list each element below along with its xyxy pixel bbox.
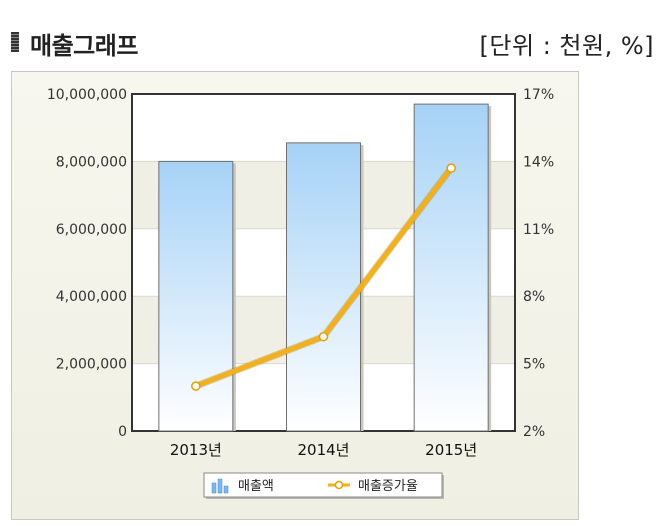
legend-label-line: 매출증가율 bbox=[358, 479, 418, 494]
legend-line-icon bbox=[334, 480, 344, 490]
chart-legend: 매출액 매출증가율 bbox=[203, 472, 444, 499]
line-point bbox=[318, 331, 329, 342]
x-tick-label: 2013년 bbox=[170, 441, 222, 459]
line-point bbox=[191, 381, 201, 391]
y-right-tick-label: 5% bbox=[523, 357, 545, 373]
legend-box bbox=[203, 472, 443, 498]
unit-label: [단위 : 천원, %] bbox=[479, 32, 654, 60]
y-left-tick-label: 8,000,000 bbox=[56, 154, 127, 170]
y-right-tick-label: 14% bbox=[523, 154, 554, 170]
page-title: 매출그래프 bbox=[30, 32, 138, 60]
y-right-tick-label: 8% bbox=[523, 289, 545, 305]
bar bbox=[413, 103, 489, 432]
legend-bar-icon bbox=[217, 478, 223, 494]
y-left-tick-label: 6,000,000 bbox=[56, 222, 127, 238]
y-right-tick-label: 11% bbox=[523, 222, 554, 238]
y-left-tick-label: 2,000,000 bbox=[56, 357, 127, 373]
x-tick-label: 2014년 bbox=[298, 441, 350, 459]
bar bbox=[286, 142, 361, 432]
legend-label-bar: 매출액 bbox=[238, 479, 274, 494]
legend-bar-icon bbox=[223, 485, 229, 494]
y-left-tick-label: 10,000,000 bbox=[47, 87, 127, 103]
line-point bbox=[446, 163, 456, 173]
legend-bar-icon bbox=[211, 482, 217, 494]
y-left-tick-label: 4,000,000 bbox=[56, 289, 127, 305]
y-right-tick-label: 2% bbox=[523, 424, 545, 440]
x-tick-label: 2015년 bbox=[425, 441, 477, 459]
title-marker-icon bbox=[11, 32, 19, 52]
y-left-tick-label: 0 bbox=[118, 424, 127, 440]
y-right-tick-label: 17% bbox=[523, 87, 554, 103]
